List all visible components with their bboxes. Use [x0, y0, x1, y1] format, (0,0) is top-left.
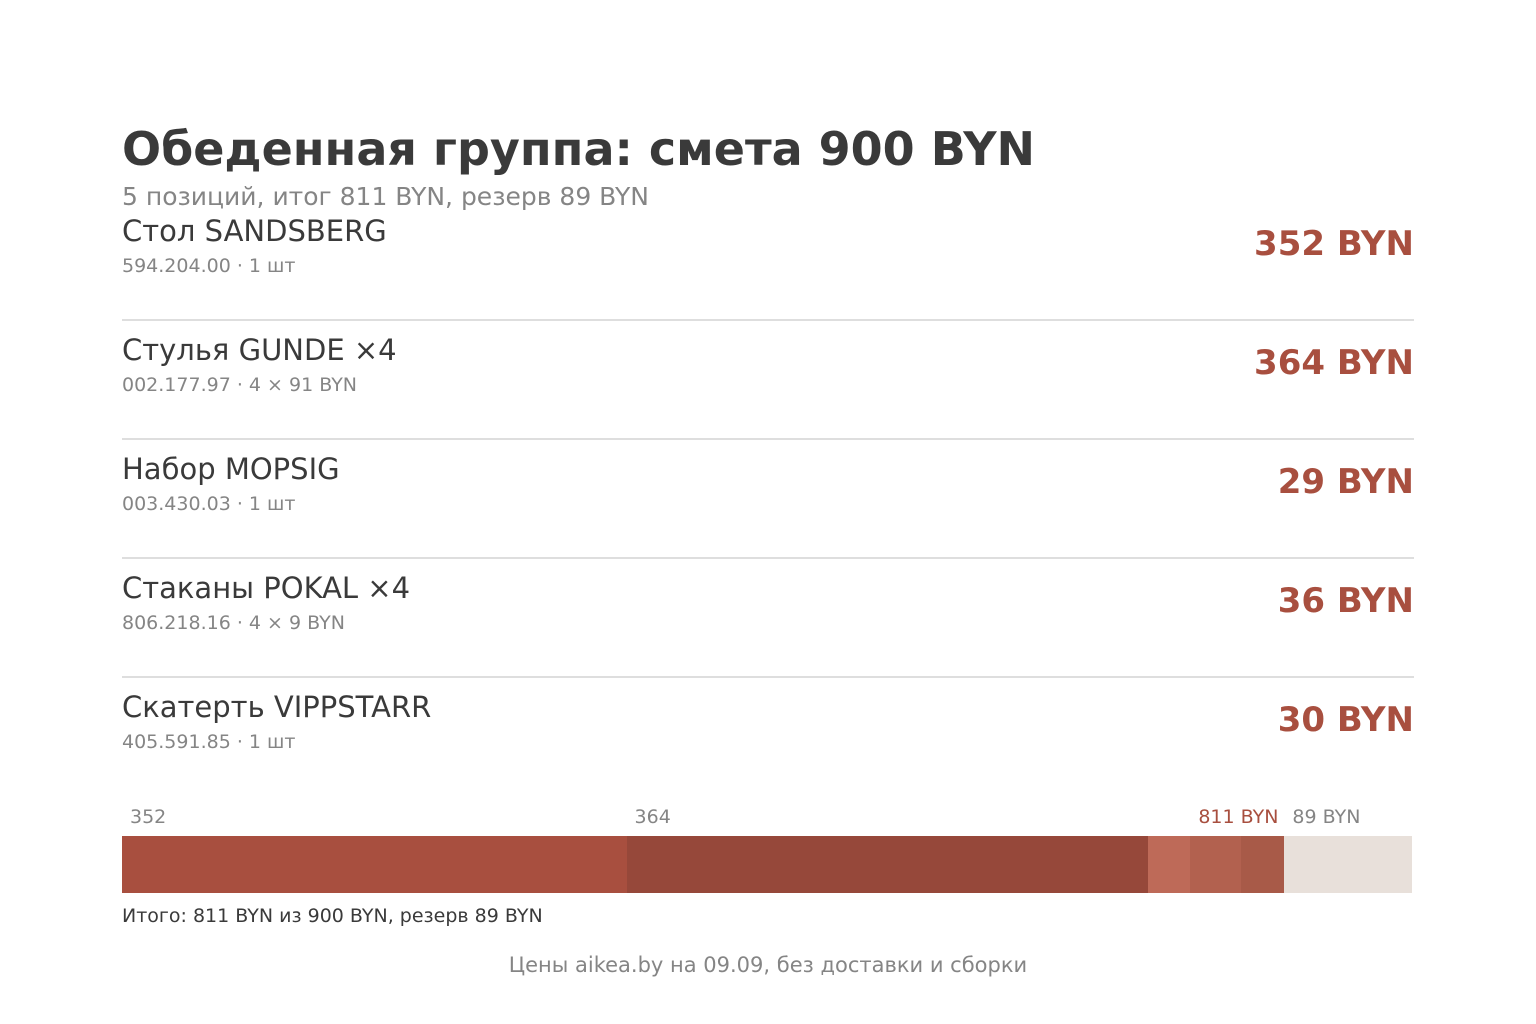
bar-segment-mopsig [1148, 836, 1190, 893]
list-item: Набор MOPSIG 003.430.03 · 1 шт 29 BYN [122, 440, 1414, 559]
bar-segment-tablecloth [1241, 836, 1285, 893]
budget-bar [122, 836, 1412, 893]
list-item: Стол SANDSBERG 594.204.00 · 1 шт 352 BYN [122, 202, 1414, 321]
item-meta: 405.591.85 · 1 шт [122, 731, 296, 753]
item-price: 352 BYN [1254, 224, 1414, 264]
bar-segment-table [122, 836, 627, 893]
footnote: Цены aikea.by на 09.09, без доставки и с… [508, 953, 1028, 977]
page-subtitle: 5 позиций, итог 811 BYN, резерв 89 BYN [122, 182, 649, 211]
bar-segment-chairs [626, 836, 1149, 893]
list-item: Стулья GUNDE ×4 002.177.97 · 4 × 91 BYN … [122, 321, 1414, 440]
page-title: Обеденная группа: смета 900 BYN [122, 122, 1036, 176]
item-price: 29 BYN [1277, 462, 1414, 502]
item-name: Стаканы POKAL ×4 [122, 571, 411, 605]
item-name: Набор MOPSIG [122, 452, 340, 486]
bar-label-spent: 811 BYN [1198, 806, 1279, 828]
item-meta: 003.430.03 · 1 шт [122, 493, 296, 515]
list-item: Стаканы POKAL ×4 806.218.16 · 4 × 9 BYN … [122, 559, 1414, 678]
bar-label-chairs: 364 [634, 806, 671, 828]
item-price: 30 BYN [1277, 700, 1414, 740]
item-meta: 806.218.16 · 4 × 9 BYN [122, 612, 345, 634]
bar-segment-glasses [1189, 836, 1242, 893]
item-name: Стол SANDSBERG [122, 214, 387, 248]
budget-summary: Итого: 811 BYN из 900 BYN, резерв 89 BYN [122, 905, 543, 927]
item-name: Стулья GUNDE ×4 [122, 333, 397, 367]
item-name: Скатерть VIPPSTARR [122, 690, 432, 724]
item-meta: 002.177.97 · 4 × 91 BYN [122, 374, 358, 396]
bar-segment-reserve [1284, 836, 1412, 893]
bar-label-reserve: 89 BYN [1292, 806, 1361, 828]
item-price: 364 BYN [1254, 343, 1414, 383]
item-price: 36 BYN [1277, 581, 1414, 621]
item-meta: 594.204.00 · 1 шт [122, 255, 296, 277]
bar-label-table: 352 [130, 806, 167, 828]
budget-bar-labels: 352 364 811 BYN 89 BYN [122, 806, 1412, 832]
list-item: Скатерть VIPPSTARR 405.591.85 · 1 шт 30 … [122, 678, 1414, 795]
item-list: Стол SANDSBERG 594.204.00 · 1 шт 352 BYN… [122, 202, 1414, 795]
